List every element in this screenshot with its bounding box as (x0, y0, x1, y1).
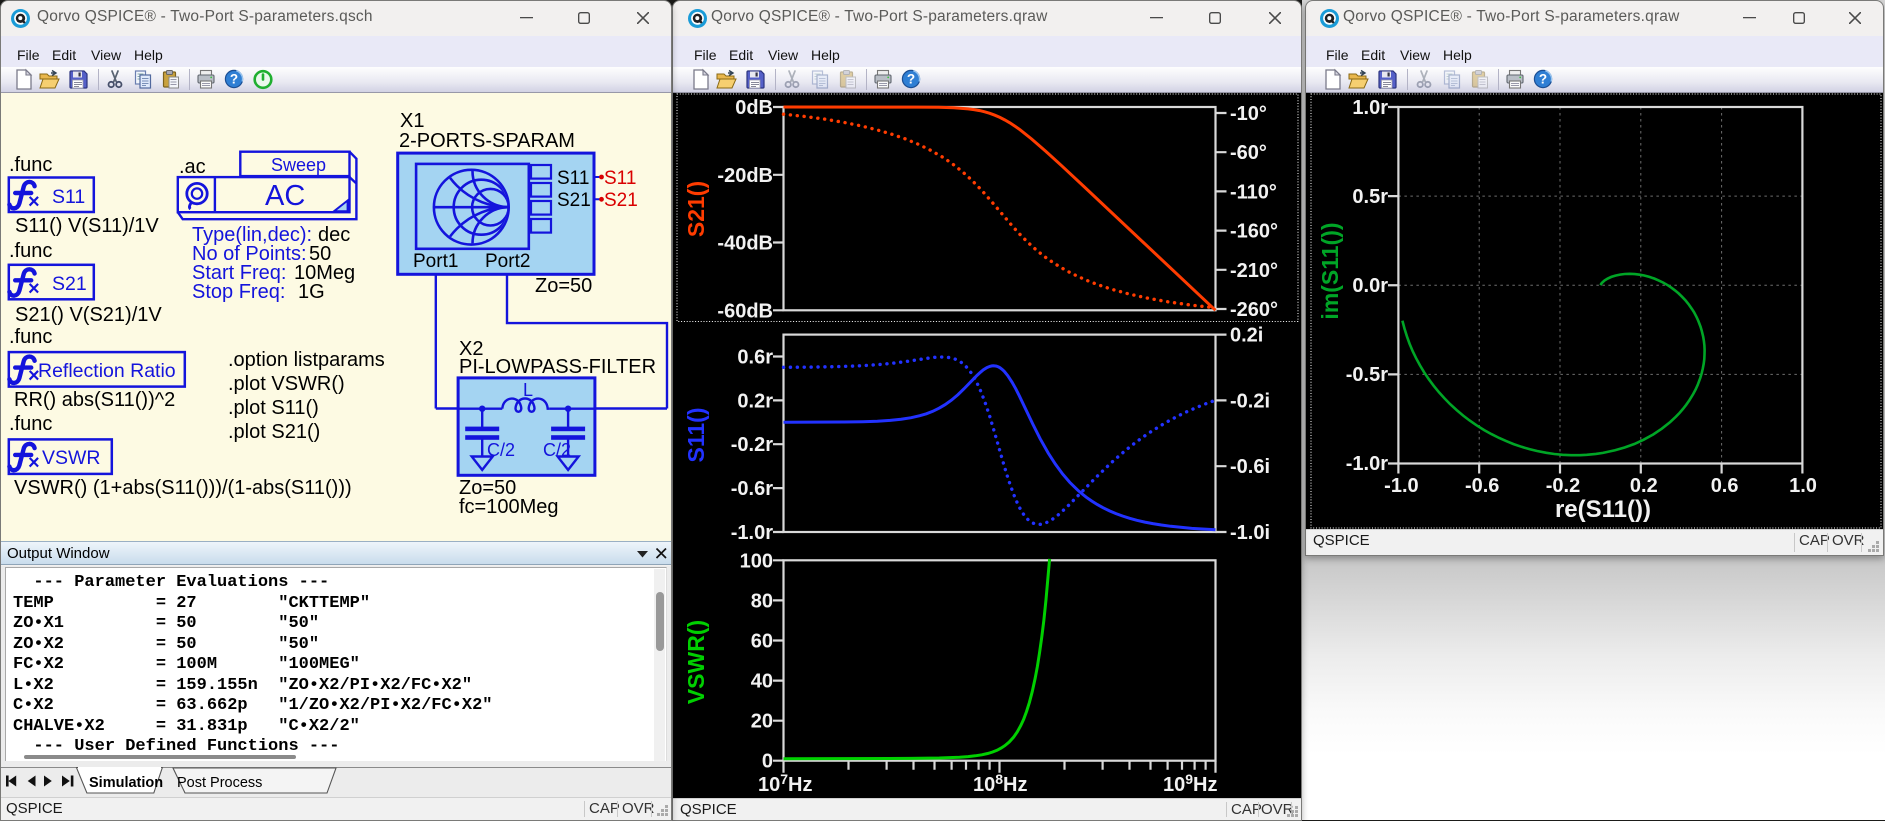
svg-text:Port2: Port2 (485, 251, 530, 272)
svg-text:0.6: 0.6 (1711, 475, 1739, 497)
svg-text:Post Process: Post Process (177, 775, 262, 791)
svg-text:0.2r: 0.2r (737, 390, 773, 412)
svg-text:108Hz: 108Hz (973, 771, 1028, 796)
svg-text:-1.0r: -1.0r (1346, 453, 1388, 475)
svg-text:.plot VSWR(): .plot VSWR() (228, 373, 345, 395)
svg-text:C/2: C/2 (543, 440, 571, 460)
svg-text:-40dB: -40dB (717, 233, 773, 255)
svg-text:107Hz: 107Hz (758, 771, 813, 796)
svg-text:-60dB: -60dB (717, 300, 773, 322)
svg-text:im(S11()): im(S11()) (1317, 222, 1343, 319)
svg-text:Type(lin,dec):: Type(lin,dec): (192, 224, 312, 246)
svg-text:S11() V(S11)/1V: S11() V(S11)/1V (15, 215, 159, 237)
svg-text:1.0r: 1.0r (1352, 97, 1388, 119)
svg-text:Port1: Port1 (413, 251, 458, 272)
svg-text:-0.6: -0.6 (1465, 475, 1499, 497)
svg-text:AC: AC (265, 180, 305, 212)
svg-text:S11(): S11() (683, 408, 709, 463)
svg-text:×: × (28, 191, 40, 213)
svg-text:fc=100Meg: fc=100Meg (459, 496, 559, 518)
svg-text:1G: 1G (298, 281, 325, 303)
svg-text:60: 60 (751, 631, 773, 653)
svg-text:VSWR: VSWR (42, 447, 101, 469)
svg-text:109Hz: 109Hz (1163, 771, 1218, 796)
svg-text:PI-LOWPASS-FILTER: PI-LOWPASS-FILTER (459, 356, 656, 378)
svg-text:-1.0r: -1.0r (731, 522, 773, 544)
svg-text:S11: S11 (604, 168, 636, 189)
svg-text:1.0: 1.0 (1789, 475, 1817, 497)
svg-text:Start Freq:: Start Freq: (192, 262, 286, 284)
svg-text:L: L (523, 380, 533, 400)
svg-text:-0.6i: -0.6i (1230, 456, 1270, 478)
svg-text:-0.6r: -0.6r (731, 478, 773, 500)
svg-text:S11: S11 (52, 186, 85, 208)
svg-text:C/2: C/2 (487, 440, 515, 460)
svg-text:No of Points:: No of Points: (192, 243, 307, 265)
svg-text:Sweep: Sweep (271, 155, 326, 175)
svg-text:S21() V(S21)/1V: S21() V(S21)/1V (15, 304, 162, 326)
svg-text:×: × (28, 278, 40, 300)
svg-text:X2: X2 (459, 338, 483, 360)
svg-text:-1.0: -1.0 (1384, 475, 1418, 497)
svg-text:VSWR() (1+abs(S11()))/(1-abs(S: VSWR() (1+abs(S11()))/(1-abs(S11())) (14, 477, 352, 499)
svg-text:Reflection Ratio: Reflection Ratio (38, 360, 176, 382)
svg-text:0: 0 (762, 751, 773, 773)
svg-text:dec: dec (318, 224, 350, 246)
svg-text:S21: S21 (557, 190, 591, 211)
svg-text:0.6r: 0.6r (737, 347, 773, 369)
svg-text:.func: .func (9, 326, 52, 348)
svg-text:×: × (28, 452, 40, 474)
svg-text:-210°: -210° (1230, 260, 1278, 282)
svg-text:-20dB: -20dB (717, 165, 773, 187)
svg-text:re(S11()): re(S11()) (1555, 496, 1651, 523)
svg-text:40: 40 (751, 671, 773, 693)
svg-text:S21: S21 (604, 190, 638, 211)
svg-text:-0.2i: -0.2i (1230, 390, 1270, 412)
svg-text:.ac: .ac (179, 156, 206, 178)
svg-text:0.2i: 0.2i (1230, 325, 1263, 347)
svg-text:0dB: 0dB (735, 97, 773, 119)
svg-text:-1.0i: -1.0i (1230, 522, 1270, 544)
svg-text:-60°: -60° (1230, 142, 1267, 164)
svg-text:.func: .func (9, 240, 52, 262)
svg-text:×: × (28, 365, 40, 387)
svg-text:.func: .func (9, 413, 52, 435)
svg-text:.plot S21(): .plot S21() (228, 421, 320, 443)
svg-text:-260°: -260° (1230, 299, 1278, 321)
svg-text:VSWR(): VSWR() (683, 620, 709, 704)
svg-text:.func: .func (9, 154, 52, 176)
svg-text:2-PORTS-SPARAM: 2-PORTS-SPARAM (399, 130, 575, 152)
svg-text:80: 80 (751, 590, 773, 612)
svg-text:.plot S11(): .plot S11() (228, 397, 319, 419)
svg-text:S21: S21 (52, 273, 87, 295)
svg-text:-0.5r: -0.5r (1346, 364, 1388, 386)
svg-text:0.0r: 0.0r (1352, 275, 1388, 297)
svg-text:S11: S11 (557, 168, 589, 189)
svg-text:10Meg: 10Meg (294, 262, 355, 284)
svg-text:20: 20 (751, 711, 773, 733)
svg-text:RR() abs(S11())^2: RR() abs(S11())^2 (14, 389, 175, 411)
svg-text:Zo=50: Zo=50 (459, 477, 516, 499)
svg-text:0.2: 0.2 (1630, 475, 1658, 497)
svg-text:Simulation: Simulation (89, 775, 163, 791)
svg-text:-160°: -160° (1230, 221, 1278, 243)
svg-text:Stop Freq:: Stop Freq: (192, 281, 285, 303)
svg-text:Zo=50: Zo=50 (535, 275, 592, 297)
svg-text:.option listparams: .option listparams (228, 349, 385, 371)
svg-text:S21(): S21() (683, 181, 709, 237)
svg-text:0.5r: 0.5r (1352, 186, 1388, 208)
svg-text:-10°: -10° (1230, 103, 1267, 125)
svg-text:100: 100 (740, 550, 773, 572)
svg-text:-0.2: -0.2 (1546, 475, 1580, 497)
svg-text:-0.2r: -0.2r (731, 434, 773, 456)
svg-text:50: 50 (309, 243, 331, 265)
svg-text:-110°: -110° (1230, 181, 1277, 203)
svg-text:X1: X1 (400, 110, 424, 132)
